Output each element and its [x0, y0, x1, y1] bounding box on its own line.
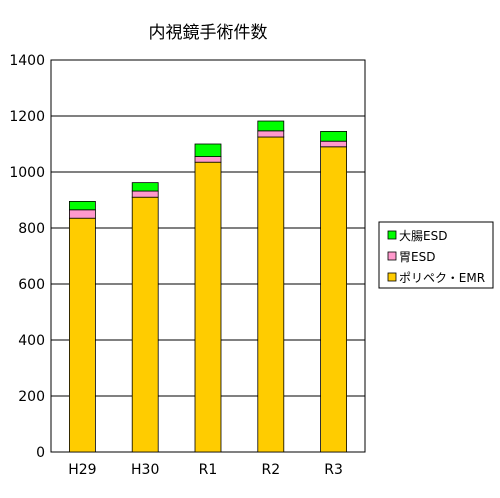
bar-segment-2-0	[194, 161, 222, 453]
bar-segment-1-0	[131, 196, 159, 453]
bar-segment-2-1	[194, 156, 222, 163]
y-axis-ticks: 0 200 400 600 800 1000 1200 1400	[9, 53, 45, 461]
bar-segment-1-1	[131, 190, 159, 198]
bar-segment-4-1	[320, 140, 348, 148]
chart-title: 内視鏡手術件数	[149, 23, 268, 43]
bar-segment-0-1	[69, 209, 96, 219]
bar-segment-1-2	[131, 182, 159, 192]
x-axis-ticks: H29 H30 R1 R2 R3	[68, 462, 343, 478]
x-tick-label: R1	[199, 462, 218, 478]
bars	[69, 120, 348, 453]
y-tick-label: 800	[18, 221, 45, 237]
bar-segment-3-1	[257, 130, 285, 138]
bar-segment-3-2	[257, 120, 285, 132]
y-tick-label: 200	[18, 389, 45, 405]
bar-segment-4-2	[320, 130, 348, 142]
y-tick-label: 600	[18, 277, 45, 293]
bar-segment-3-0	[257, 136, 285, 453]
y-tick-label: 0	[36, 445, 45, 461]
y-tick-label: 1000	[9, 165, 45, 181]
legend-label: ポリペク・EMR	[399, 271, 485, 285]
x-tick-label: R3	[324, 462, 343, 478]
legend-label: 大腸ESD	[399, 229, 447, 243]
y-tick-label: 1200	[9, 109, 45, 125]
y-tick-label: 400	[18, 333, 45, 349]
legend-label: 胃ESD	[399, 250, 435, 264]
legend-box	[378, 221, 494, 289]
bar-segment-4-0	[320, 146, 348, 453]
legend: 大腸ESD 胃ESD ポリペク・EMR	[378, 221, 494, 289]
x-tick-label: H29	[68, 462, 96, 478]
legend-swatch	[387, 230, 397, 240]
bar-segment-0-0	[69, 217, 96, 453]
bar-segment-0-2	[69, 200, 96, 211]
legend-swatch	[387, 251, 397, 261]
bar-segment-2-2	[194, 143, 222, 158]
x-tick-label: R2	[261, 462, 280, 478]
legend-swatch	[387, 272, 397, 282]
x-tick-label: H30	[131, 462, 159, 478]
y-tick-label: 1400	[9, 53, 45, 69]
